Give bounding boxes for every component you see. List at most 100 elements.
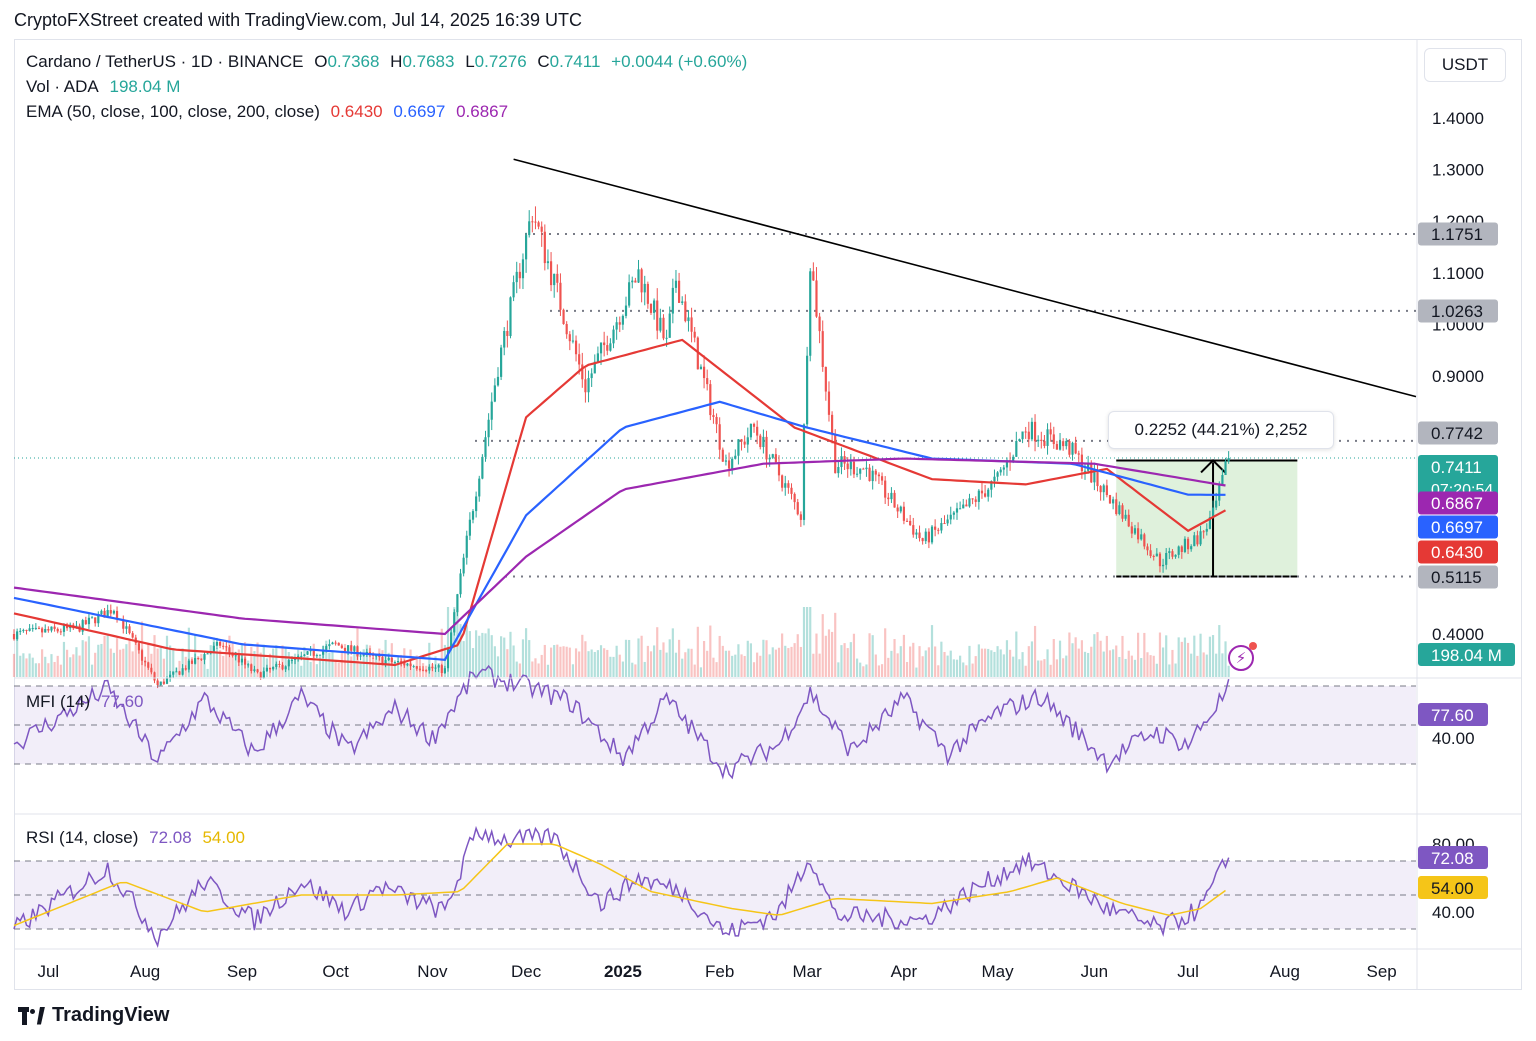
candle[interactable] bbox=[65, 625, 69, 629]
candle[interactable] bbox=[568, 334, 571, 342]
candle[interactable] bbox=[306, 651, 309, 655]
candle[interactable] bbox=[556, 273, 559, 283]
candle[interactable] bbox=[824, 366, 827, 392]
candle[interactable] bbox=[899, 506, 902, 512]
candle[interactable] bbox=[90, 617, 94, 619]
candle[interactable] bbox=[1177, 546, 1180, 555]
candle[interactable] bbox=[253, 669, 256, 672]
candle[interactable] bbox=[103, 610, 106, 618]
candle[interactable] bbox=[659, 317, 662, 331]
candle[interactable] bbox=[1143, 534, 1146, 547]
candle[interactable] bbox=[1174, 554, 1177, 557]
candle[interactable] bbox=[206, 653, 209, 655]
candle[interactable] bbox=[322, 649, 325, 655]
candle[interactable] bbox=[831, 414, 834, 435]
candle[interactable] bbox=[946, 519, 949, 524]
candle[interactable] bbox=[353, 646, 356, 651]
candle[interactable] bbox=[1155, 553, 1158, 557]
candle[interactable] bbox=[855, 473, 859, 475]
candle[interactable] bbox=[887, 497, 890, 500]
candle[interactable] bbox=[821, 331, 824, 367]
candle[interactable] bbox=[709, 384, 712, 416]
candle[interactable] bbox=[1068, 440, 1071, 455]
candle[interactable] bbox=[884, 480, 887, 498]
candle[interactable] bbox=[137, 643, 140, 651]
candle[interactable] bbox=[777, 462, 781, 476]
candle[interactable] bbox=[190, 660, 194, 664]
candle[interactable] bbox=[799, 514, 802, 520]
candle[interactable] bbox=[225, 646, 228, 648]
candle[interactable] bbox=[871, 470, 874, 482]
candle[interactable] bbox=[740, 439, 743, 442]
candle[interactable] bbox=[97, 614, 100, 624]
candle[interactable] bbox=[559, 282, 562, 310]
candle[interactable] bbox=[37, 627, 41, 629]
candle[interactable] bbox=[896, 507, 899, 512]
candle[interactable] bbox=[609, 343, 612, 351]
candle[interactable] bbox=[59, 631, 62, 633]
candle[interactable] bbox=[106, 610, 109, 618]
candle[interactable] bbox=[1130, 526, 1133, 534]
candle[interactable] bbox=[456, 594, 459, 613]
candle[interactable] bbox=[806, 355, 809, 425]
candle[interactable] bbox=[524, 235, 528, 260]
candle[interactable] bbox=[880, 476, 884, 481]
candle[interactable] bbox=[197, 658, 200, 660]
candle[interactable] bbox=[781, 475, 784, 488]
candle[interactable] bbox=[53, 626, 56, 629]
candle[interactable] bbox=[743, 441, 746, 445]
candle[interactable] bbox=[172, 671, 175, 675]
candle[interactable] bbox=[637, 269, 640, 283]
candle[interactable] bbox=[1093, 470, 1096, 483]
candle[interactable] bbox=[309, 650, 312, 652]
candle[interactable] bbox=[790, 487, 793, 494]
candle[interactable] bbox=[468, 519, 471, 536]
candle[interactable] bbox=[1205, 528, 1208, 532]
candle[interactable] bbox=[421, 669, 425, 671]
candle[interactable] bbox=[927, 531, 930, 543]
candle[interactable] bbox=[28, 628, 31, 631]
candle[interactable] bbox=[1186, 538, 1190, 550]
candle[interactable] bbox=[237, 655, 240, 663]
candle[interactable] bbox=[993, 476, 996, 482]
candle[interactable] bbox=[1215, 500, 1218, 508]
candle[interactable] bbox=[228, 647, 231, 653]
candle[interactable] bbox=[965, 504, 968, 507]
candle[interactable] bbox=[1021, 431, 1024, 440]
candle[interactable] bbox=[350, 645, 353, 651]
candle[interactable] bbox=[656, 300, 659, 331]
candle[interactable] bbox=[1140, 534, 1143, 540]
candle[interactable] bbox=[999, 469, 1002, 473]
candle[interactable] bbox=[362, 654, 365, 656]
candle[interactable] bbox=[234, 655, 237, 657]
candle[interactable] bbox=[1202, 531, 1205, 533]
ema-line-ema50[interactable] bbox=[13, 338, 1227, 667]
trendline[interactable] bbox=[513, 158, 1417, 398]
candle[interactable] bbox=[765, 436, 768, 460]
candle[interactable] bbox=[1124, 514, 1127, 519]
candle[interactable] bbox=[262, 671, 265, 679]
candle[interactable] bbox=[796, 502, 799, 515]
candle[interactable] bbox=[187, 660, 190, 670]
candle[interactable] bbox=[1002, 467, 1005, 470]
candle[interactable] bbox=[418, 668, 422, 670]
candle[interactable] bbox=[631, 280, 634, 283]
candle[interactable] bbox=[247, 664, 250, 666]
candle[interactable] bbox=[47, 629, 50, 631]
candle[interactable] bbox=[1065, 440, 1068, 447]
candle[interactable] bbox=[612, 329, 615, 344]
candle[interactable] bbox=[84, 620, 87, 625]
rsi-ma-line[interactable] bbox=[13, 843, 1226, 927]
candle[interactable] bbox=[677, 280, 681, 303]
candle[interactable] bbox=[727, 460, 731, 469]
candle[interactable] bbox=[1105, 485, 1108, 496]
candle[interactable] bbox=[459, 573, 462, 595]
candle[interactable] bbox=[325, 646, 328, 650]
candle[interactable] bbox=[640, 269, 643, 293]
candle[interactable] bbox=[618, 322, 621, 325]
candle[interactable] bbox=[153, 672, 156, 681]
candle[interactable] bbox=[409, 663, 412, 667]
candle[interactable] bbox=[818, 316, 821, 332]
candle[interactable] bbox=[921, 538, 924, 542]
candle[interactable] bbox=[125, 626, 128, 629]
